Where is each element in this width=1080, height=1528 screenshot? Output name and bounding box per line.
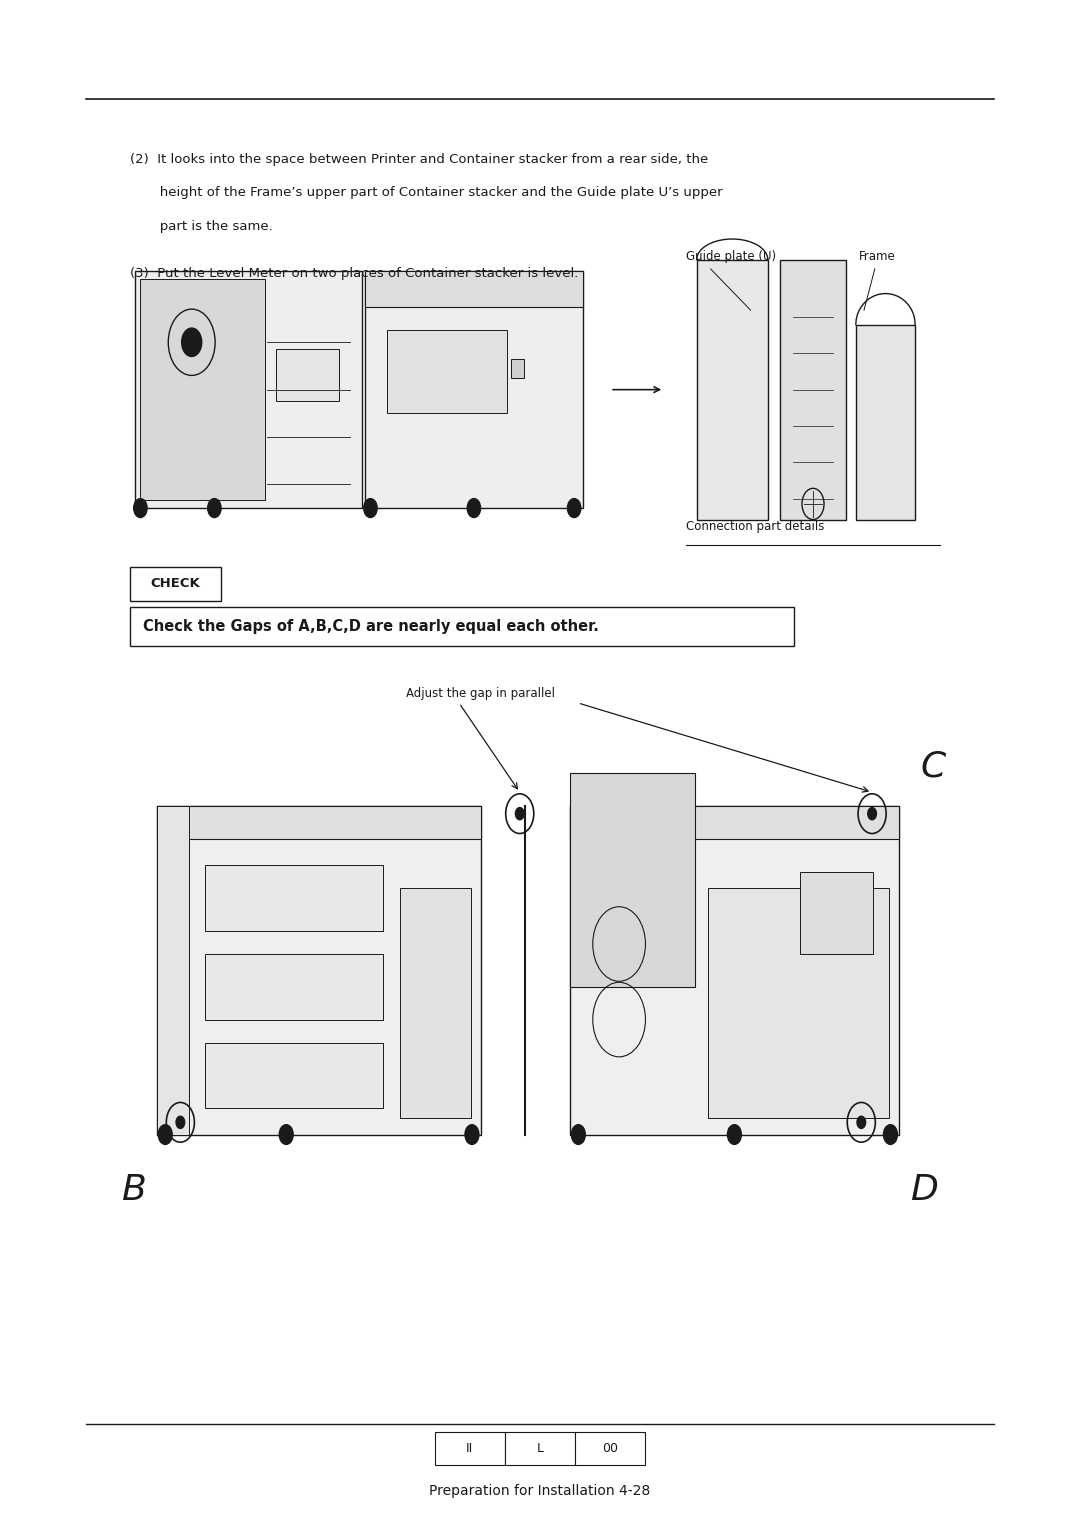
Bar xyxy=(205,865,383,931)
Bar xyxy=(157,807,481,1134)
Text: L: L xyxy=(537,1442,543,1455)
Text: B: B xyxy=(121,1174,146,1207)
Circle shape xyxy=(181,329,202,356)
Bar xyxy=(708,888,889,1118)
Text: Preparation for Installation 4-28: Preparation for Installation 4-28 xyxy=(430,1484,650,1497)
Bar xyxy=(570,807,899,1134)
Bar xyxy=(130,607,794,646)
Circle shape xyxy=(571,1125,585,1144)
Text: 00: 00 xyxy=(603,1442,618,1455)
Text: II: II xyxy=(467,1442,473,1455)
Bar xyxy=(570,807,899,839)
Circle shape xyxy=(728,1125,741,1144)
Bar xyxy=(205,953,383,1019)
Text: C: C xyxy=(920,749,946,782)
Text: (2)  It looks into the space between Printer and Container stacker from a rear s: (2) It looks into the space between Prin… xyxy=(130,153,707,167)
Text: (3)  Put the Level Meter on two places of Container stacker is level.: (3) Put the Level Meter on two places of… xyxy=(130,267,578,280)
Text: CHECK: CHECK xyxy=(150,578,201,590)
Circle shape xyxy=(134,498,147,518)
Bar xyxy=(130,567,221,601)
Circle shape xyxy=(515,807,524,819)
Bar xyxy=(387,330,507,413)
Circle shape xyxy=(364,498,377,518)
Bar xyxy=(511,359,524,377)
Text: Check the Gaps of A,B,C,D are nearly equal each other.: Check the Gaps of A,B,C,D are nearly equ… xyxy=(143,619,598,634)
Bar xyxy=(157,807,481,839)
Bar xyxy=(400,888,471,1118)
Bar xyxy=(576,1432,646,1465)
Text: Connection part details: Connection part details xyxy=(686,520,824,533)
Text: part is the same.: part is the same. xyxy=(130,220,272,234)
Bar xyxy=(434,1432,504,1465)
Circle shape xyxy=(280,1125,293,1144)
Bar xyxy=(157,807,189,1134)
Bar xyxy=(135,272,362,507)
Circle shape xyxy=(176,1115,185,1128)
Bar xyxy=(140,278,266,501)
Text: height of the Frame’s upper part of Container stacker and the Guide plate U’s up: height of the Frame’s upper part of Cont… xyxy=(130,186,723,200)
Circle shape xyxy=(867,807,877,819)
Bar xyxy=(800,871,873,953)
Bar xyxy=(365,272,583,507)
Text: D: D xyxy=(909,1174,937,1207)
Bar xyxy=(365,270,583,307)
Circle shape xyxy=(567,498,581,518)
Bar xyxy=(570,773,694,987)
Bar xyxy=(275,350,339,402)
Text: Adjust the gap in parallel: Adjust the gap in parallel xyxy=(406,686,555,700)
Circle shape xyxy=(465,1125,478,1144)
Circle shape xyxy=(858,1115,866,1128)
Bar xyxy=(855,324,915,520)
Circle shape xyxy=(883,1125,897,1144)
Bar xyxy=(697,260,768,520)
Bar xyxy=(504,1432,576,1465)
Circle shape xyxy=(207,498,221,518)
Circle shape xyxy=(159,1125,172,1144)
Bar xyxy=(205,1042,383,1108)
Circle shape xyxy=(468,498,481,518)
Bar xyxy=(780,260,847,520)
Text: Guide plate (U): Guide plate (U) xyxy=(686,249,775,263)
Text: Frame: Frame xyxy=(859,249,895,263)
